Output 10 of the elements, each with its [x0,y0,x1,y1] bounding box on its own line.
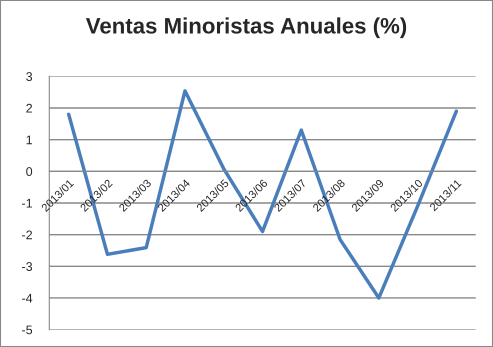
y-tick-label: 1 [26,136,32,144]
y-tick-label: 2 [26,104,32,113]
y-tick-label: -1 [22,198,32,208]
y-tick-label: 3 [26,72,32,81]
y-tick-label: -2 [22,230,32,240]
y-tick-label: -3 [22,262,32,271]
chart-title: Ventas Minoristas Anuales (%) [86,17,406,38]
y-tick-label: -5 [22,326,32,334]
y-tick-label: 0 [26,167,32,176]
y-tick-label: -4 [22,294,32,303]
